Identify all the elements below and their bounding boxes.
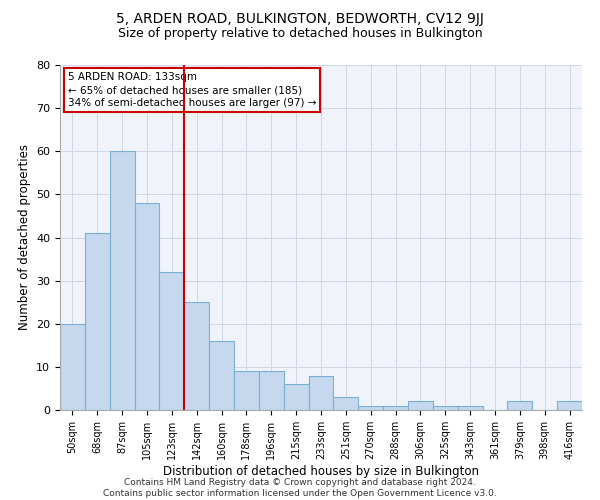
Bar — [284, 384, 308, 410]
Bar — [408, 402, 433, 410]
Bar — [508, 402, 532, 410]
Bar — [259, 371, 284, 410]
Bar — [85, 233, 110, 410]
Bar — [184, 302, 209, 410]
Bar — [334, 397, 358, 410]
Bar — [134, 203, 160, 410]
Bar — [209, 341, 234, 410]
Bar — [110, 152, 134, 410]
Y-axis label: Number of detached properties: Number of detached properties — [17, 144, 31, 330]
Bar — [60, 324, 85, 410]
Bar — [160, 272, 184, 410]
Bar — [234, 371, 259, 410]
Bar — [308, 376, 334, 410]
Text: Size of property relative to detached houses in Bulkington: Size of property relative to detached ho… — [118, 28, 482, 40]
Bar — [557, 402, 582, 410]
Bar — [433, 406, 458, 410]
Bar — [383, 406, 408, 410]
Bar — [458, 406, 482, 410]
Text: 5, ARDEN ROAD, BULKINGTON, BEDWORTH, CV12 9JJ: 5, ARDEN ROAD, BULKINGTON, BEDWORTH, CV1… — [116, 12, 484, 26]
X-axis label: Distribution of detached houses by size in Bulkington: Distribution of detached houses by size … — [163, 464, 479, 477]
Text: 5 ARDEN ROAD: 133sqm
← 65% of detached houses are smaller (185)
34% of semi-deta: 5 ARDEN ROAD: 133sqm ← 65% of detached h… — [68, 72, 316, 108]
Bar — [358, 406, 383, 410]
Text: Contains HM Land Registry data © Crown copyright and database right 2024.
Contai: Contains HM Land Registry data © Crown c… — [103, 478, 497, 498]
